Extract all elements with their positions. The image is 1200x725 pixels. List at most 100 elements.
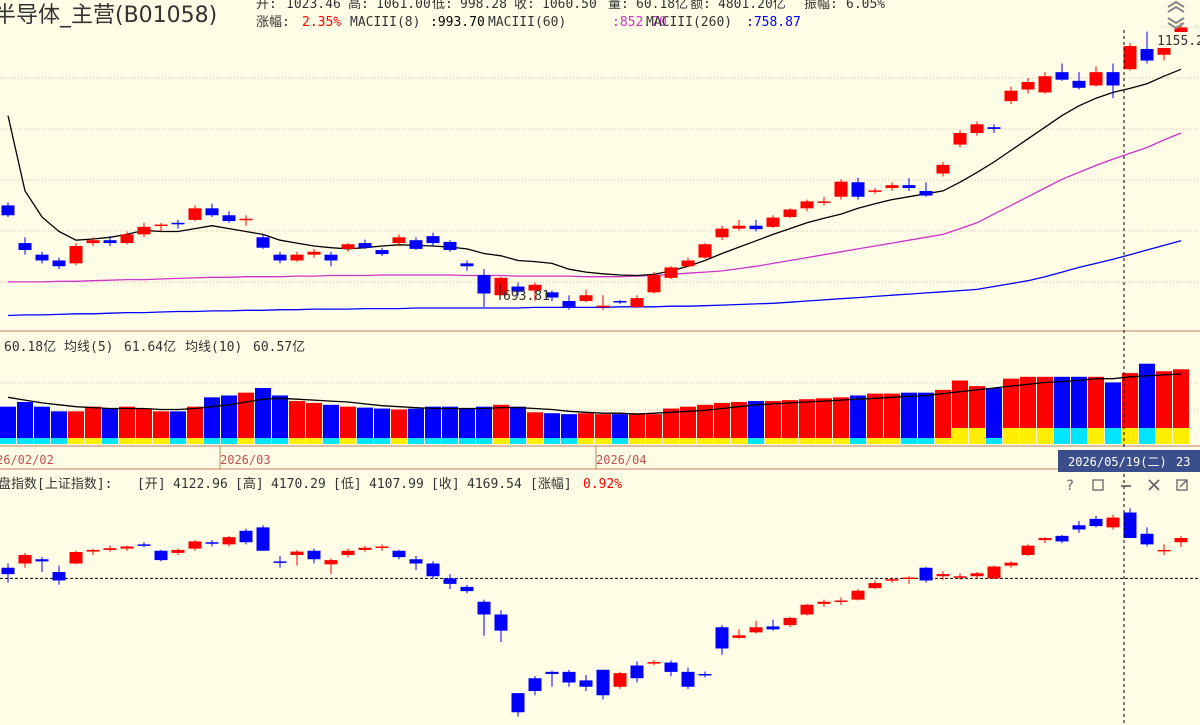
price-candle[interactable] — [1021, 77, 1035, 94]
price-candle[interactable] — [324, 251, 338, 267]
price-candle[interactable] — [817, 196, 831, 206]
index-candle[interactable] — [647, 659, 661, 666]
price-candle[interactable] — [171, 219, 185, 229]
index-candle[interactable] — [1089, 515, 1103, 528]
price-candle[interactable] — [970, 121, 984, 136]
index-candle[interactable] — [987, 565, 1001, 580]
price-candle[interactable] — [341, 243, 355, 252]
price-candle[interactable] — [188, 205, 202, 222]
price-candle[interactable] — [103, 236, 117, 246]
index-candle[interactable] — [1140, 527, 1154, 547]
index-candle[interactable] — [511, 693, 525, 717]
price-candle[interactable] — [885, 182, 899, 191]
price-candle[interactable] — [664, 266, 678, 280]
index-candle[interactable] — [239, 528, 253, 545]
price-candle[interactable] — [222, 211, 236, 223]
price-candle[interactable] — [120, 231, 134, 245]
index-candle[interactable] — [494, 610, 508, 643]
index-candle[interactable] — [290, 549, 304, 566]
index-candle[interactable] — [919, 566, 933, 583]
index-candle[interactable] — [783, 616, 797, 628]
index-candle[interactable] — [1106, 514, 1120, 530]
index-candle[interactable] — [885, 577, 899, 583]
minimize-icon[interactable] — [1118, 477, 1134, 493]
price-candle[interactable] — [800, 199, 814, 212]
price-candle[interactable] — [35, 251, 49, 264]
index-candle[interactable] — [69, 550, 83, 565]
index-candle[interactable] — [477, 599, 491, 636]
index-candle[interactable] — [1038, 537, 1052, 544]
index-candle[interactable] — [358, 545, 372, 552]
index-candle[interactable] — [817, 599, 831, 607]
index-candle[interactable] — [766, 619, 780, 631]
index-candle[interactable] — [324, 558, 338, 575]
price-candle[interactable] — [154, 222, 168, 232]
index-candle[interactable] — [800, 603, 814, 616]
index-candle[interactable] — [375, 544, 389, 551]
price-candle[interactable] — [868, 188, 882, 194]
index-candle[interactable] — [1, 563, 15, 583]
price-candle[interactable] — [902, 178, 916, 191]
price-candle[interactable] — [52, 257, 66, 270]
price-candle[interactable] — [443, 240, 457, 252]
index-candle[interactable] — [1123, 508, 1137, 538]
price-candle[interactable] — [1140, 31, 1154, 64]
price-candle[interactable] — [1072, 72, 1086, 90]
price-candle[interactable] — [715, 225, 729, 241]
index-candle[interactable] — [392, 549, 406, 560]
price-candle[interactable] — [596, 295, 610, 310]
price-candle[interactable] — [953, 130, 967, 148]
maximize-icon[interactable] — [1174, 477, 1190, 493]
index-candle[interactable] — [613, 671, 627, 689]
price-candle[interactable] — [426, 232, 440, 246]
index-candle[interactable] — [120, 545, 134, 551]
price-candle[interactable] — [528, 282, 542, 302]
index-candle[interactable] — [1174, 535, 1188, 548]
price-candle[interactable] — [749, 219, 763, 232]
price-candle[interactable] — [239, 215, 253, 226]
close-icon[interactable] — [1146, 477, 1162, 493]
index-candle[interactable] — [341, 548, 355, 558]
index-candle[interactable] — [18, 552, 32, 568]
index-candle[interactable] — [35, 557, 49, 572]
index-candle[interactable] — [834, 597, 848, 606]
help-icon[interactable]: ? — [1062, 477, 1078, 494]
price-candle[interactable] — [256, 234, 270, 249]
price-candle[interactable] — [987, 124, 1001, 133]
price-candle[interactable] — [375, 247, 389, 256]
index-candle[interactable] — [851, 589, 865, 601]
index-candle[interactable] — [1004, 561, 1018, 568]
index-candle[interactable] — [868, 580, 882, 590]
index-candle[interactable] — [579, 674, 593, 691]
index-candle[interactable] — [52, 565, 66, 585]
price-candle[interactable] — [290, 251, 304, 262]
price-candle[interactable] — [630, 295, 644, 308]
index-candle[interactable] — [953, 573, 967, 580]
price-candle[interactable] — [647, 272, 661, 294]
price-candle[interactable] — [936, 161, 950, 177]
price-candle[interactable] — [1004, 86, 1018, 105]
index-candle[interactable] — [970, 572, 984, 579]
index-candle[interactable] — [664, 660, 678, 677]
price-candle[interactable] — [834, 179, 848, 200]
index-candle[interactable] — [902, 576, 916, 584]
price-candle[interactable] — [511, 282, 525, 296]
index-candle[interactable] — [205, 540, 219, 547]
index-candle[interactable] — [188, 540, 202, 551]
price-candle[interactable] — [545, 290, 559, 302]
index-candle[interactable] — [154, 549, 168, 562]
price-candle[interactable] — [1038, 72, 1052, 94]
price-candle[interactable] — [409, 237, 423, 251]
index-candle[interactable] — [1021, 544, 1035, 556]
price-candle[interactable] — [562, 295, 576, 310]
restore-icon[interactable] — [1090, 477, 1106, 493]
index-candle[interactable] — [715, 625, 729, 655]
price-candle[interactable] — [460, 260, 474, 271]
index-candle[interactable] — [732, 629, 746, 639]
price-candle[interactable] — [1, 202, 15, 218]
price-candle[interactable] — [919, 182, 933, 197]
index-candle[interactable] — [409, 555, 423, 570]
price-candle[interactable] — [613, 299, 627, 304]
price-candle[interactable] — [273, 251, 287, 264]
price-candle[interactable] — [494, 276, 508, 296]
